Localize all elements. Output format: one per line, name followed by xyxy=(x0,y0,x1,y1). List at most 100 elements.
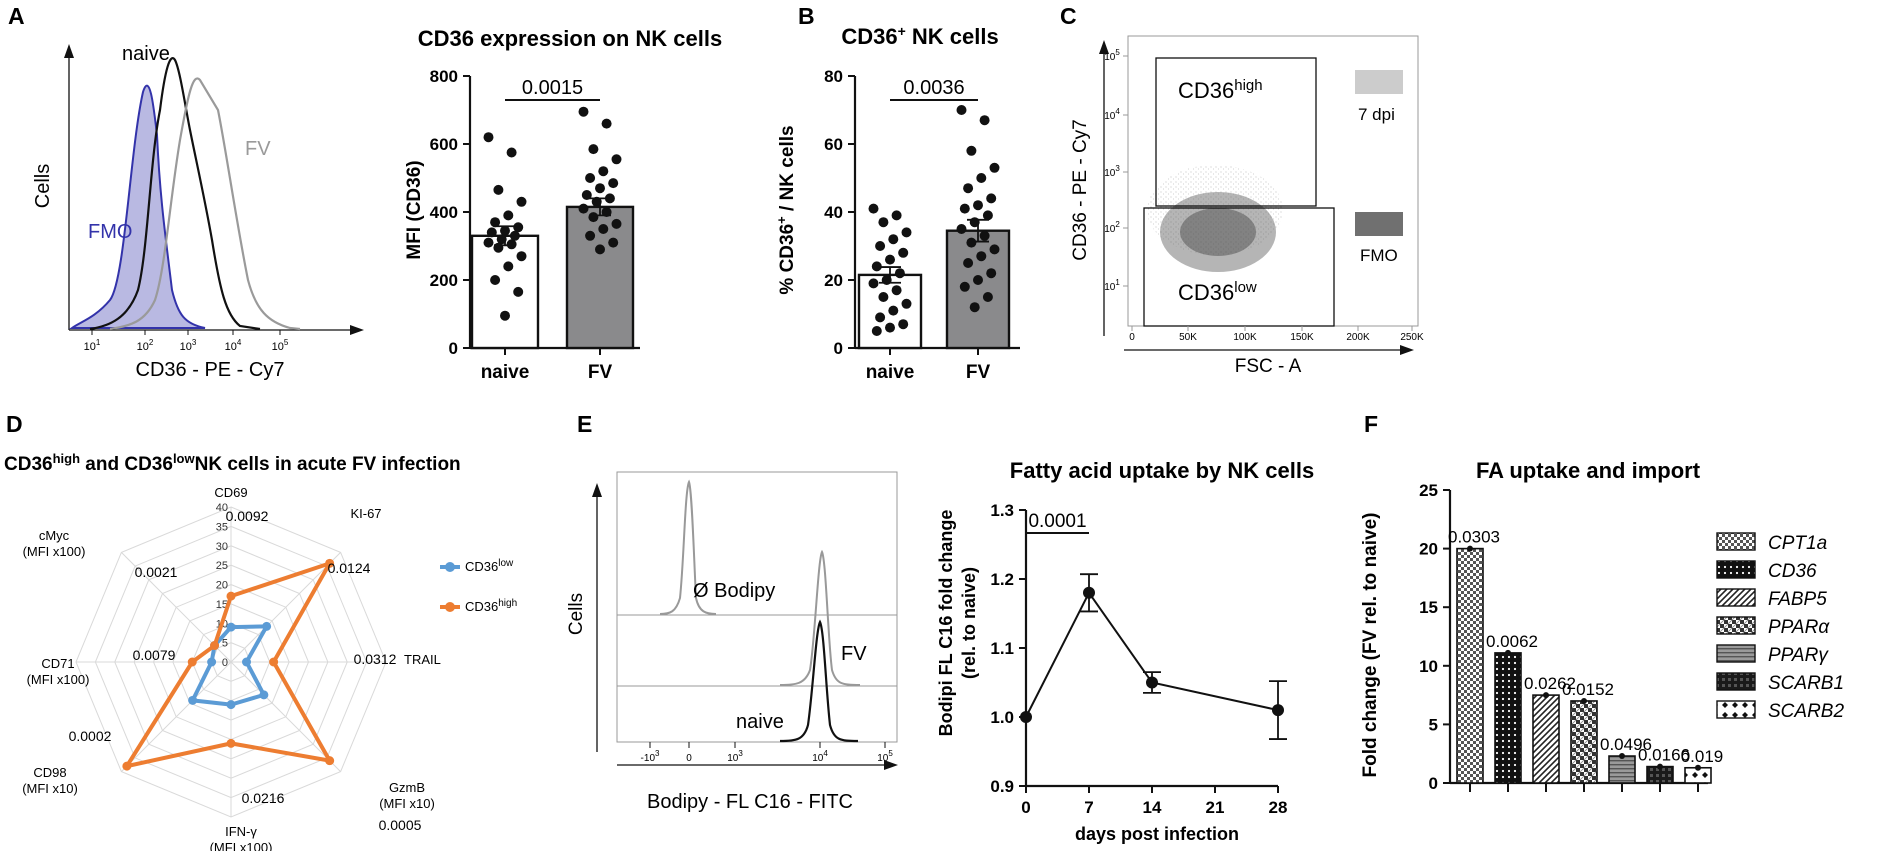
hist-e-y-arrow xyxy=(592,483,602,497)
line-e-x-tick-label: 14 xyxy=(1143,798,1162,817)
line-e-y-tick-label: 1.1 xyxy=(990,639,1014,658)
bar-b-p-value: 0.0036 xyxy=(903,77,964,99)
bar-a-data-point xyxy=(500,225,510,236)
bar-b-data-point xyxy=(979,230,990,241)
bar-a-bar xyxy=(470,234,540,350)
bar-a-data-point xyxy=(486,227,497,238)
hist-e-frame xyxy=(616,471,898,743)
radar-p-value: 0.0002 xyxy=(69,728,112,744)
bar-a-data-point xyxy=(601,207,612,217)
hist-a-x-tick-label: 105 xyxy=(272,338,289,353)
bar-f-mean-point xyxy=(1467,545,1473,552)
bar-b-data-point xyxy=(891,210,902,221)
bar-a-y-tick-label: 200 xyxy=(430,271,458,290)
bar-a-data-point xyxy=(604,193,615,204)
bar-f-p-value: 0.0166 xyxy=(1638,746,1690,765)
radar-legend-low-main: CD36 xyxy=(465,559,498,574)
legend-fmo-label: FMO xyxy=(1360,246,1398,265)
bar-b-data-point xyxy=(966,237,977,248)
legend-f-label: SCARB2 xyxy=(1768,701,1844,722)
line-e-title: Fatty acid uptake by NK cells xyxy=(1010,458,1314,483)
radar-series-point xyxy=(226,700,236,710)
bar-f-y-tick-label: 25 xyxy=(1419,481,1438,500)
scatter-c-y-tick-label: 103 xyxy=(1104,164,1120,179)
bar-a-data-point xyxy=(595,244,605,255)
legend-f-swatch xyxy=(1716,672,1756,691)
bar-a-p-value: 0.0015 xyxy=(522,77,583,99)
radar-series-point xyxy=(259,690,269,700)
bar-b-y-tick-label: 20 xyxy=(824,271,843,290)
panel-label-a: A xyxy=(8,3,25,29)
bar-a-data-point xyxy=(611,154,622,165)
panel-f-bar: FA uptake and import Fold change (FV rel… xyxy=(1360,458,1844,793)
scatter-c-x-arrow xyxy=(1400,345,1414,355)
bar-b-title-rest: NK cells xyxy=(906,24,999,49)
radar-series-point xyxy=(188,695,198,705)
bar-a-y-tick-label: 800 xyxy=(430,67,458,86)
bar-b-data-point xyxy=(966,145,977,156)
line-e-p-value: 0.0001 xyxy=(1028,511,1086,532)
bar-a-data-point xyxy=(490,275,501,285)
scatter-c-xlabel: FSC - A xyxy=(1235,356,1302,377)
radar-axis-label: GzmB xyxy=(389,780,425,795)
bar-f-y-tick-label: 10 xyxy=(1419,657,1438,676)
bar-b-bar xyxy=(945,229,1011,350)
hist-e-label-fv: FV xyxy=(841,643,867,665)
gate-high-label: CD36high xyxy=(1178,77,1263,103)
line-e-y-tick-label: 1.0 xyxy=(990,708,1014,727)
bar-b-ylabel: % CD36+ / NK cells xyxy=(774,125,798,294)
hist-e-xlabel: Bodipy - FL C16 - FITC xyxy=(647,791,853,813)
line-e-series xyxy=(1025,590,1279,718)
bar-f-bar xyxy=(1608,755,1636,784)
radar-p-value: 0.0124 xyxy=(328,560,371,576)
bar-b-data-point xyxy=(881,275,892,285)
bar-a-y-tick-label: 400 xyxy=(430,203,458,222)
bar-a-data-point xyxy=(506,147,517,158)
scatter-c-ylabel: CD36 - PE - Cy7 xyxy=(1070,119,1091,260)
bar-a-data-point xyxy=(490,217,501,228)
hist-a-y-arrow xyxy=(64,44,74,58)
radar-radial-tick: 40 xyxy=(216,502,228,514)
radar-legend-high-sup: high xyxy=(498,598,517,609)
bar-b-title-main: CD36 xyxy=(841,24,897,49)
bar-a-data-point xyxy=(591,196,602,207)
bar-b-data-point xyxy=(885,254,895,265)
hist-e-x-arrow xyxy=(884,760,898,770)
bar-b-data-point xyxy=(956,105,967,115)
radar-radial-tick: 20 xyxy=(216,580,228,592)
bar-b-data-point xyxy=(973,275,983,285)
bar-a-data-point xyxy=(509,230,520,241)
bar-a-data-point xyxy=(585,173,596,183)
bar-a-data-point xyxy=(503,261,514,272)
hist-e-x-tick-label: 0 xyxy=(686,753,692,764)
bar-a-data-point xyxy=(516,251,527,262)
radar-radial-tick: 5 xyxy=(222,638,228,650)
bar-b-data-point xyxy=(963,183,974,194)
legend-fmo-swatch xyxy=(1355,212,1403,236)
radar-p-value: 0.0092 xyxy=(226,508,269,524)
legend-f-label: PPARγ xyxy=(1768,645,1829,666)
radar-legend-low-sup: low xyxy=(498,558,514,569)
bar-b-data-point xyxy=(963,258,974,268)
legend-f-swatch xyxy=(1716,644,1756,663)
bar-a-data-point xyxy=(483,237,494,248)
radar-p-value: 0.0312 xyxy=(354,651,397,667)
bar-a-data-point xyxy=(598,166,609,177)
bar-b-data-point xyxy=(973,200,983,211)
bar-a-data-point xyxy=(611,218,622,229)
radar-spoke xyxy=(230,661,341,772)
hist-a-xlabel: CD36 - PE - Cy7 xyxy=(136,359,285,381)
panel-a-histogram: 101 102 103 104 105 naive FV FMO Cells CD36 … xyxy=(32,43,364,381)
bar-f-y-tick-label: 5 xyxy=(1429,715,1438,734)
bar-a-category-label: naive xyxy=(481,362,530,383)
radar-legend-low-dot xyxy=(445,562,455,572)
scatter-c-x-tick-label: 250K xyxy=(1400,332,1424,343)
panel-label-c: C xyxy=(1060,3,1077,29)
bar-b-title-sup: + xyxy=(898,23,906,39)
bar-b-data-point xyxy=(969,217,980,228)
bar-b-y-tick-label: 0 xyxy=(834,339,843,358)
radar-series-point xyxy=(187,657,197,667)
bar-a-data-point xyxy=(506,239,517,250)
bar-f-mean-point xyxy=(1619,753,1625,760)
hist-a-x-tick-label: 103 xyxy=(180,338,197,353)
